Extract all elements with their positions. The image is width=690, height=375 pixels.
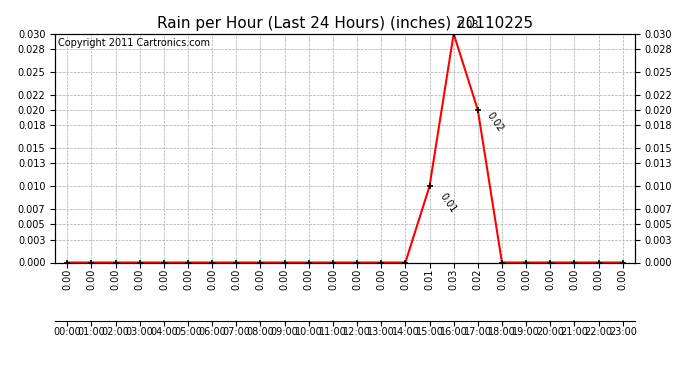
Title: Rain per Hour (Last 24 Hours) (inches) 20110225: Rain per Hour (Last 24 Hours) (inches) 2… <box>157 16 533 31</box>
Text: Copyright 2011 Cartronics.com: Copyright 2011 Cartronics.com <box>58 38 210 48</box>
Text: 0.02: 0.02 <box>485 110 505 134</box>
Text: 0.03: 0.03 <box>458 20 480 30</box>
Text: 0.01: 0.01 <box>438 192 458 215</box>
